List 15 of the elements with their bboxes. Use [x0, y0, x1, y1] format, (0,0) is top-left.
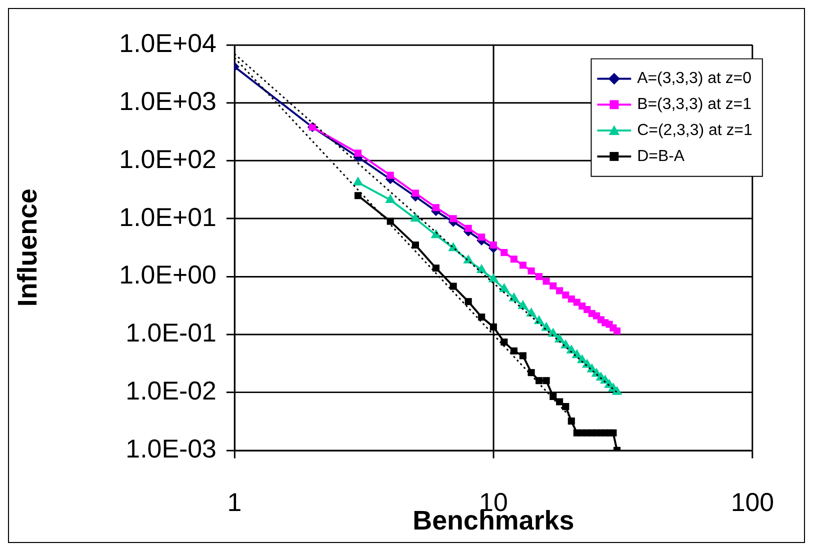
- y-tick-label: 1.0E+03: [119, 88, 216, 116]
- y-tick-label: 1.0E+02: [119, 146, 216, 174]
- y-axis-title: Influence: [12, 188, 43, 307]
- y-tick-label: 1.0E+00: [119, 262, 216, 290]
- y-tick-label: 1.0E-01: [126, 320, 216, 348]
- x-tick-label: 100: [730, 488, 774, 517]
- legend-label: C=(2,3,3) at z=1: [637, 122, 752, 139]
- y-tick-label: 1.0E-03: [126, 436, 216, 464]
- y-tick-label: 1.0E+01: [119, 204, 216, 232]
- y-tick-label: 1.0E-02: [126, 378, 216, 406]
- legend-label: B=(3,3,3) at z=1: [637, 96, 752, 114]
- legend-label: D=B-A: [637, 148, 685, 165]
- y-tick-label: 1.0E+04: [119, 30, 216, 58]
- x-tick-label: 1: [227, 488, 242, 517]
- legend-label: A=(3,3,3) at z=0: [637, 70, 752, 88]
